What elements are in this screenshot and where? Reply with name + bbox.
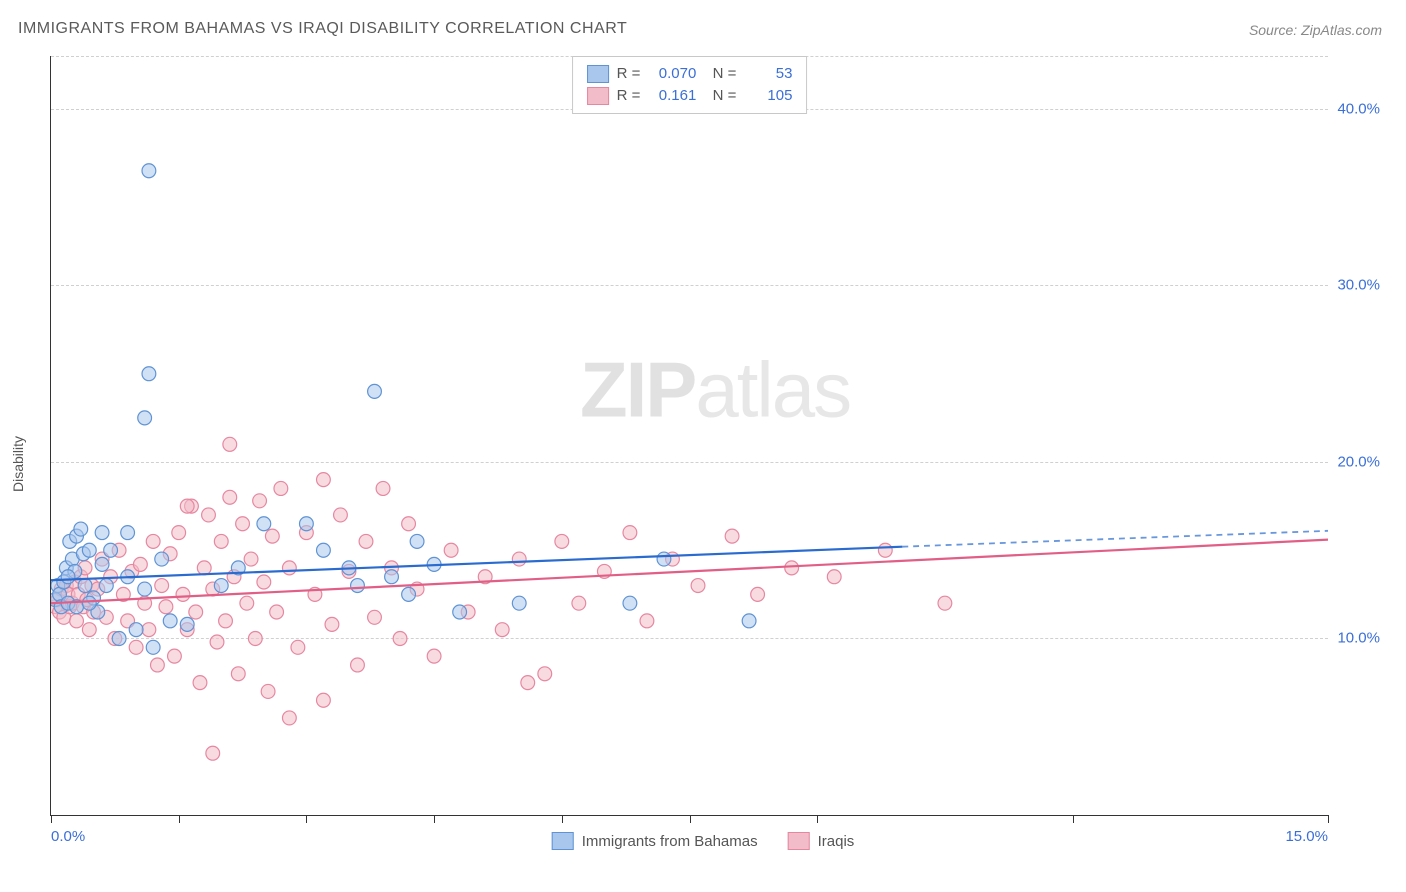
legend-swatch	[552, 832, 574, 850]
legend-r-label: R =	[617, 63, 641, 85]
bottom-legend-item: Immigrants from Bahamas	[552, 832, 758, 850]
plot-area: ZIPatlas R =0.070 N =53R =0.161 N =105 1…	[50, 56, 1328, 816]
x-tick	[434, 815, 435, 823]
x-tick	[306, 815, 307, 823]
chart-title: IMMIGRANTS FROM BAHAMAS VS IRAQI DISABIL…	[18, 20, 627, 38]
scatter-plot-svg	[51, 56, 1328, 815]
y-tick-label: 20.0%	[1337, 453, 1380, 470]
series-legend: Immigrants from Bahamas Iraqis	[552, 832, 855, 850]
bottom-legend-item: Iraqis	[788, 832, 855, 850]
legend-n-label: N =	[704, 63, 736, 85]
legend-r-value: 0.070	[648, 63, 696, 85]
source-attribution: Source: ZipAtlas.com	[1249, 22, 1382, 38]
legend-n-label: N =	[704, 85, 736, 107]
x-tick	[1073, 815, 1074, 823]
legend-swatch	[788, 832, 810, 850]
x-tick	[562, 815, 563, 823]
legend-swatch	[587, 87, 609, 105]
legend-r-label: R =	[617, 85, 641, 107]
x-tick	[690, 815, 691, 823]
legend-label: Iraqis	[818, 833, 855, 850]
y-tick-label: 10.0%	[1337, 630, 1380, 647]
legend-row: R = 0.161 N = 105	[587, 85, 793, 107]
legend-label: Immigrants from Bahamas	[582, 833, 758, 850]
legend-n-value: 105	[744, 85, 792, 107]
y-axis-label: Disability	[10, 436, 26, 492]
y-tick-label: 40.0%	[1337, 100, 1380, 117]
x-tick	[1328, 815, 1329, 823]
legend-r-value: 0.161	[648, 85, 696, 107]
y-tick-label: 30.0%	[1337, 277, 1380, 294]
legend-n-value: 53	[744, 63, 792, 85]
x-tick	[179, 815, 180, 823]
legend-swatch	[587, 65, 609, 83]
legend-row: R = 0.070 N = 53	[587, 63, 793, 85]
correlation-legend: R = 0.070 N = 53 R = 0.161 N = 105	[572, 56, 808, 114]
x-tick	[817, 815, 818, 823]
x-tick-label: 15.0%	[1285, 828, 1328, 845]
chart-container: Disability ZIPatlas R =0.070 N =53R =0.1…	[18, 56, 1388, 872]
x-tick	[51, 815, 52, 823]
x-tick-label: 0.0%	[51, 828, 85, 845]
